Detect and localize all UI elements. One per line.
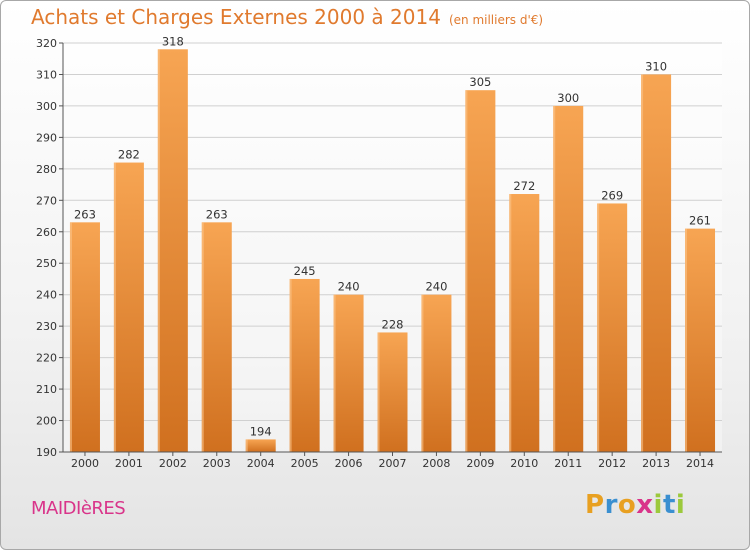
chart-title-text: Achats et Charges Externes 2000 à 2014 <box>31 5 441 29</box>
bar-highlight <box>465 90 468 452</box>
x-tick-label: 2004 <box>247 457 275 470</box>
x-tick-label: 2006 <box>335 457 363 470</box>
bar-highlight <box>509 194 512 452</box>
unit-label: (en milliers d'€) <box>448 13 544 27</box>
x-tick-label: 2010 <box>510 457 538 470</box>
y-tick-label: 230 <box>36 320 57 333</box>
logo-letter: r <box>604 490 618 520</box>
bar-highlight <box>113 162 116 453</box>
data-label: 245 <box>294 264 316 278</box>
logo-letter: i <box>675 490 686 520</box>
bar-highlight <box>289 278 292 452</box>
logo-letter: x <box>636 490 654 520</box>
y-tick-label: 280 <box>36 163 57 176</box>
bar-highlight <box>201 222 204 452</box>
x-tick-label: 2009 <box>466 457 494 470</box>
bar-highlight <box>421 294 424 452</box>
bar <box>157 49 188 453</box>
bar-highlight <box>69 222 72 452</box>
y-tick-label: 250 <box>36 257 57 270</box>
bar-highlight <box>377 332 380 452</box>
x-tick-label: 2000 <box>71 457 99 470</box>
y-tick-label: 220 <box>36 352 57 365</box>
bar <box>553 105 584 452</box>
data-label: 269 <box>601 188 623 202</box>
bar-highlight <box>597 203 600 452</box>
chart-title: Achats et Charges Externes 2000 à 2014 (e… <box>31 5 543 29</box>
y-tick-label: 290 <box>36 131 57 144</box>
data-label: 305 <box>469 75 491 89</box>
y-tick-label: 320 <box>36 37 57 50</box>
bar-highlight <box>553 105 556 452</box>
data-labels: 263 282 318 263 194 245 240 228 240 305 272 300 269 3… <box>74 34 711 438</box>
x-tick-label: 2013 <box>642 457 670 470</box>
logo-letter: t <box>662 490 676 520</box>
y-tick-label: 310 <box>36 68 57 81</box>
data-label: 282 <box>118 148 140 162</box>
data-label: 240 <box>425 280 447 294</box>
logo-letter: P <box>585 490 605 520</box>
bar <box>333 294 364 452</box>
x-tick-label: 2001 <box>115 457 143 470</box>
bar-highlight <box>157 49 160 453</box>
bar-highlight <box>685 228 688 452</box>
data-label: 263 <box>206 207 228 221</box>
y-tick-label: 210 <box>36 383 57 396</box>
data-label: 261 <box>689 214 711 228</box>
x-tick-label: 2007 <box>379 457 407 470</box>
y-tick-label: 240 <box>36 289 57 302</box>
bar <box>113 162 144 453</box>
bar <box>201 222 232 452</box>
x-tick-label: 2002 <box>159 457 187 470</box>
bar-highlight <box>641 74 644 452</box>
logo-letter: o <box>617 490 637 520</box>
y-tick-label: 260 <box>36 226 57 239</box>
data-label: 318 <box>162 34 184 48</box>
bar <box>377 332 408 452</box>
y-tick-label: 200 <box>36 415 57 428</box>
bar <box>597 203 628 452</box>
bar <box>509 194 540 452</box>
x-tick-label: 2014 <box>686 457 714 470</box>
x-tick-label: 2005 <box>291 457 319 470</box>
y-tick-label: 270 <box>36 194 57 207</box>
bar <box>289 278 320 452</box>
bar-highlight <box>333 294 336 452</box>
x-tick-label: 2012 <box>598 457 626 470</box>
logo-letter: i <box>653 490 663 520</box>
bar <box>69 222 100 452</box>
bar <box>641 74 672 452</box>
x-tick-label: 2008 <box>422 457 450 470</box>
bar <box>685 228 716 452</box>
y-tick-label: 190 <box>36 446 57 459</box>
data-label: 300 <box>557 91 579 105</box>
x-axis-ticks: 2000 2001 2002 2003 2004 2005 2006 2007 2008 2009… <box>71 452 714 470</box>
x-tick-label: 2011 <box>554 457 582 470</box>
data-label: 240 <box>338 280 360 294</box>
data-label: 194 <box>250 424 272 438</box>
data-label: 228 <box>382 317 404 331</box>
data-label: 310 <box>645 59 667 73</box>
y-axis-ticks: 190 200 210 220 230 240 250 260 270 280 290 300 310 3… <box>36 37 63 459</box>
bar <box>465 90 496 452</box>
bar <box>245 439 276 452</box>
y-tick-label: 300 <box>36 100 57 113</box>
proxiti-logo: Proxiti <box>585 490 685 520</box>
data-label: 272 <box>513 179 535 193</box>
x-tick-label: 2003 <box>203 457 231 470</box>
bar-highlight <box>245 439 248 452</box>
commune-name: MAIDIèRES <box>31 498 126 519</box>
bar <box>421 294 452 452</box>
data-label: 263 <box>74 207 96 221</box>
bars <box>69 49 716 453</box>
